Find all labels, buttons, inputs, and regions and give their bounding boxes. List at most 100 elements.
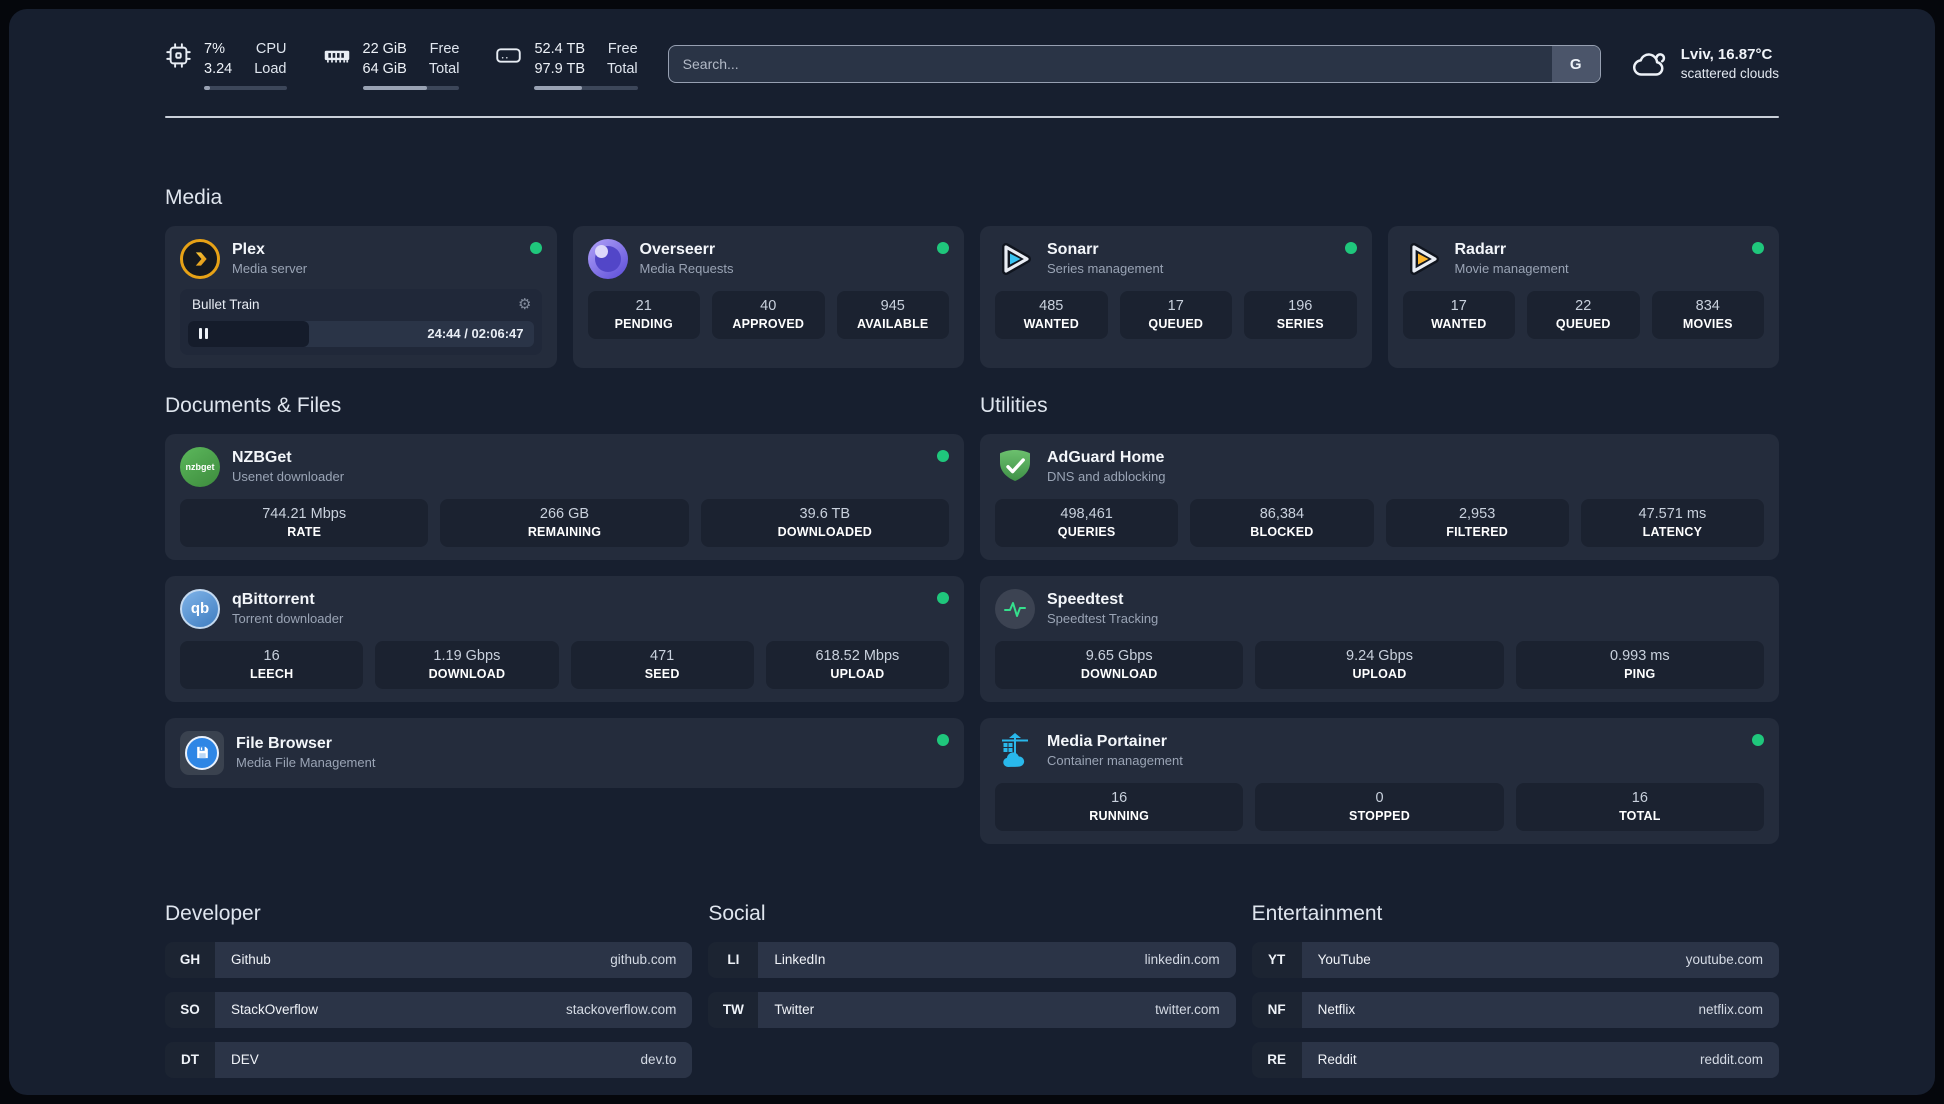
- link-dev[interactable]: DT DEV dev.to: [165, 1041, 693, 1078]
- app-card-sonarr[interactable]: Sonarr Series management 485 WANTED 17 Q…: [980, 225, 1372, 368]
- stat-tile: 47.571 ms LATENCY: [1580, 498, 1764, 547]
- adguard-icon: [995, 447, 1035, 487]
- cpu-load-label: Load: [254, 61, 287, 78]
- app-subtitle: Series management: [1047, 261, 1164, 277]
- qbittorrent-icon: qb: [180, 588, 220, 629]
- weather-widget: Lviv, 16.87°C scattered clouds: [1631, 45, 1779, 83]
- link-youtube[interactable]: YT YouTube youtube.com: [1251, 941, 1779, 978]
- stat-tile: 9.24 Gbps UPLOAD: [1255, 640, 1504, 689]
- app-subtitle: DNS and adblocking: [1047, 469, 1166, 485]
- section-title-media: Media: [165, 185, 223, 209]
- section-title-developer: Developer: [165, 901, 261, 925]
- cpu-label: CPU: [255, 41, 287, 57]
- link-url: github.com: [610, 952, 677, 968]
- stat-tile: 0.993 ms PING: [1515, 640, 1764, 689]
- plex-icon: [180, 238, 220, 279]
- app-card-portainer[interactable]: Media Portainer Container management 16 …: [980, 717, 1779, 844]
- app-card-overseerr[interactable]: Overseerr Media Requests 21 PENDING 40 A…: [572, 225, 964, 368]
- stat-tile: 618.52 Mbps UPLOAD: [765, 640, 949, 689]
- status-dot: [1344, 241, 1357, 254]
- link-stackoverflow[interactable]: SO StackOverflow stackoverflow.com: [165, 991, 693, 1028]
- app-card-adguard[interactable]: AdGuard Home DNS and adblocking 498,461 …: [980, 433, 1779, 560]
- link-name: StackOverflow: [231, 1002, 319, 1018]
- app-subtitle: Usenet downloader: [232, 469, 345, 485]
- link-reddit[interactable]: RE Reddit reddit.com: [1251, 1041, 1779, 1078]
- link-name: LinkedIn: [774, 952, 826, 968]
- weather-location-temperature: Lviv, 16.87°C: [1680, 46, 1773, 64]
- app-title: Overseerr: [639, 241, 716, 259]
- pause-icon[interactable]: [199, 328, 208, 340]
- link-abbr: GH: [165, 941, 215, 978]
- cloud-icon: [1631, 46, 1668, 83]
- now-playing-title: Bullet Train: [192, 296, 260, 312]
- link-name: Twitter: [774, 1002, 815, 1018]
- link-abbr: LI: [708, 941, 759, 978]
- link-url: dev.to: [640, 1052, 677, 1068]
- search-engine-button[interactable]: G: [1551, 46, 1600, 83]
- playback-progress-fill: [188, 320, 309, 347]
- memory-total-label: Total: [428, 61, 460, 78]
- stat-tile: 266 GB REMAINING: [440, 498, 689, 547]
- gear-icon[interactable]: ⚙: [518, 295, 532, 313]
- link-url: twitter.com: [1155, 1002, 1220, 1018]
- app-title: AdGuard Home: [1047, 449, 1165, 467]
- status-dot: [529, 241, 542, 254]
- app-subtitle: Container management: [1047, 753, 1183, 769]
- app-card-qbittorrent[interactable]: qb qBittorrent Torrent downloader 16: [165, 575, 964, 702]
- app-subtitle: Speedtest Tracking: [1047, 611, 1159, 627]
- column-utilities: Utilities AdGuard Home: [980, 368, 1779, 844]
- stat-tile: 39.6 TB DOWNLOADED: [700, 498, 949, 547]
- playback-progress-bar[interactable]: 24:44 / 02:06:47: [188, 320, 534, 347]
- link-twitter[interactable]: TW Twitter twitter.com: [708, 991, 1236, 1028]
- cpu-icon: [165, 42, 192, 69]
- stat-tile: 40 APPROVED: [712, 290, 825, 339]
- link-linkedin[interactable]: LI LinkedIn linkedin.com: [708, 941, 1236, 978]
- cpu-usage-bar: [204, 85, 287, 90]
- cpu-usage-value: 7%: [204, 41, 225, 57]
- link-url: reddit.com: [1699, 1052, 1763, 1068]
- filebrowser-icon: [180, 730, 224, 775]
- storage-total-value: 97.9 TB: [534, 61, 586, 78]
- stat-tile: 498,461 QUERIES: [995, 498, 1179, 547]
- app-card-speedtest[interactable]: Speedtest Speedtest Tracking 9.65 Gbps D…: [980, 575, 1779, 702]
- stat-tile: 9.65 Gbps DOWNLOAD: [995, 640, 1244, 689]
- overseerr-icon: [587, 238, 628, 279]
- link-url: netflix.com: [1698, 1002, 1763, 1018]
- memory-total-value: 64 GiB: [362, 61, 407, 78]
- stat-tile: 17 QUEUED: [1119, 290, 1232, 339]
- sonarr-icon: [995, 239, 1035, 279]
- weather-condition: scattered clouds: [1680, 66, 1779, 82]
- app-card-plex[interactable]: Plex Media server Bullet Train ⚙ 24:44 /…: [165, 225, 557, 368]
- link-netflix[interactable]: NF Netflix netflix.com: [1251, 991, 1779, 1028]
- stat-tile: 16 LEECH: [180, 640, 364, 689]
- storage-free-value: 52.4 TB: [534, 41, 586, 57]
- memory-free-value: 22 GiB: [362, 41, 407, 57]
- bookmark-group-entertainment: Entertainment YT YouTube youtube.com NF …: [1251, 844, 1779, 1078]
- search-input[interactable]: [667, 45, 1601, 84]
- section-title-utilities: Utilities: [980, 393, 1048, 417]
- status-dot: [937, 591, 949, 604]
- speedtest-icon: [995, 588, 1035, 629]
- app-card-nzbget[interactable]: nzbget NZBGet Usenet downloader 744.21 M…: [165, 433, 964, 560]
- playback-time: 24:44 / 02:06:47: [427, 326, 524, 342]
- media-grid: Plex Media server Bullet Train ⚙ 24:44 /…: [165, 225, 1779, 368]
- bookmark-group-social: Social LI LinkedIn linkedin.com TW Twitt…: [708, 844, 1236, 1028]
- stat-tile: 471 SEED: [570, 640, 754, 689]
- app-title: qBittorrent: [232, 591, 315, 609]
- app-card-radarr[interactable]: Radarr Movie management 17 WANTED 22 QUE…: [1387, 225, 1779, 368]
- app-card-filebrowser[interactable]: File Browser Media File Management: [165, 717, 964, 788]
- link-github[interactable]: GH Github github.com: [165, 941, 693, 978]
- stat-tile: 16 TOTAL: [1515, 782, 1764, 831]
- app-subtitle: Movie management: [1454, 261, 1569, 277]
- top-bar: 7% 3.24 CPU Load: [165, 39, 1779, 90]
- stat-tile: 22 QUEUED: [1527, 290, 1640, 339]
- cpu-usage-fill: [204, 85, 210, 90]
- app-title: Radarr: [1454, 241, 1507, 259]
- link-url: linkedin.com: [1144, 952, 1220, 968]
- search-bar: G: [667, 45, 1601, 84]
- stat-tile: 744.21 Mbps RATE: [180, 498, 429, 547]
- disk-icon: [495, 42, 522, 69]
- app-subtitle: Media server: [232, 261, 308, 277]
- app-title: Speedtest: [1047, 591, 1124, 609]
- stat-tile: 485 WANTED: [995, 290, 1108, 339]
